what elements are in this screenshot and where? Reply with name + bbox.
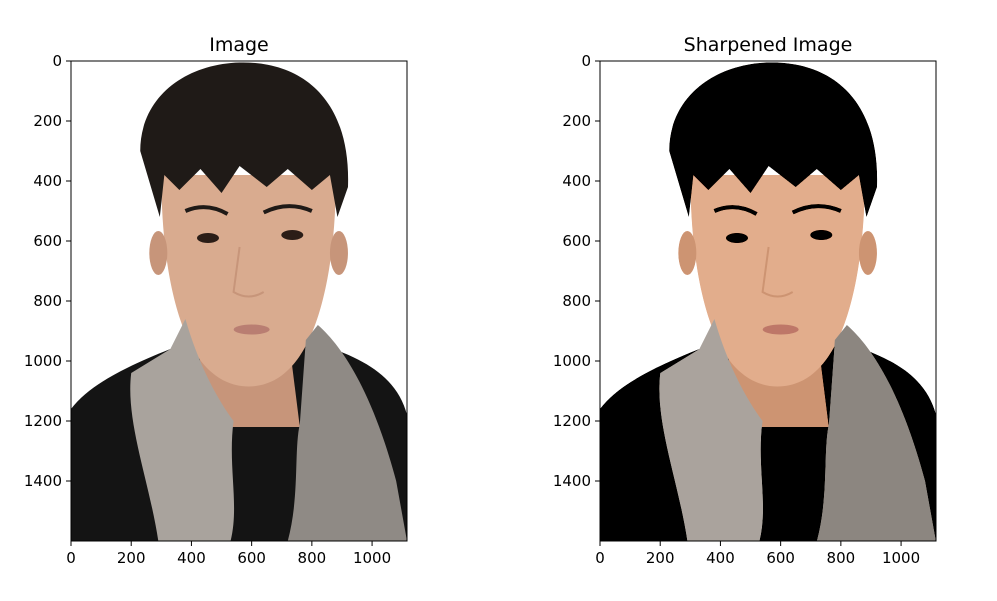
y-tick-label: 0 bbox=[581, 52, 591, 70]
y-tick-label: 800 bbox=[562, 292, 591, 310]
y-tick-label: 600 bbox=[33, 232, 62, 250]
y-tick-label: 1400 bbox=[24, 472, 62, 490]
x-tick-label: 1000 bbox=[882, 549, 920, 567]
y-tick-label: 200 bbox=[33, 112, 62, 130]
left-eye bbox=[196, 233, 219, 243]
x-tick-label: 0 bbox=[595, 549, 605, 567]
right-eye bbox=[810, 230, 833, 240]
right-ear bbox=[329, 231, 348, 275]
towel-left bbox=[130, 319, 235, 541]
portrait-image bbox=[71, 61, 407, 541]
towel-right bbox=[287, 325, 407, 541]
left-ear bbox=[149, 231, 168, 275]
panel-title: Image bbox=[209, 34, 269, 56]
y-tick-label: 400 bbox=[562, 172, 591, 190]
y-tick-label: 600 bbox=[562, 232, 591, 250]
panel-2: Sharpened Image 0 200 400 600 800 1000 0 200 400 6… bbox=[553, 34, 937, 567]
x-tick-label: 600 bbox=[237, 549, 266, 567]
y-tick-label: 1000 bbox=[24, 352, 62, 370]
right-eyebrow bbox=[262, 204, 313, 215]
x-tick-label: 0 bbox=[66, 549, 76, 567]
x-tick-label: 400 bbox=[706, 549, 735, 567]
sharpened-portrait-image bbox=[600, 61, 936, 541]
x-tick-label: 1000 bbox=[353, 549, 391, 567]
x-tick-label: 200 bbox=[646, 549, 675, 567]
right-eyebrow bbox=[791, 204, 842, 215]
y-tick-label: 1200 bbox=[24, 412, 62, 430]
face bbox=[690, 175, 865, 387]
y-tick-label: 400 bbox=[33, 172, 62, 190]
hair bbox=[669, 62, 878, 217]
y-tick-label: 1400 bbox=[553, 472, 591, 490]
right-ear bbox=[858, 231, 877, 275]
towel-left bbox=[659, 319, 764, 541]
hair bbox=[140, 62, 349, 217]
y-tick-label: 1000 bbox=[553, 352, 591, 370]
x-tick-label: 400 bbox=[177, 549, 206, 567]
left-ear bbox=[678, 231, 697, 275]
y-tick-label: 800 bbox=[33, 292, 62, 310]
towel-right bbox=[816, 325, 936, 541]
x-tick-label: 800 bbox=[827, 549, 856, 567]
nose bbox=[761, 246, 794, 298]
y-tick-label: 0 bbox=[52, 52, 62, 70]
y-tick-label: 200 bbox=[562, 112, 591, 130]
left-eyebrow bbox=[713, 205, 758, 216]
x-tick-label: 800 bbox=[298, 549, 327, 567]
right-eye bbox=[281, 230, 304, 240]
nose bbox=[232, 246, 265, 298]
left-eye bbox=[725, 233, 748, 243]
panel-title: Sharpened Image bbox=[684, 34, 853, 56]
lips bbox=[233, 324, 270, 335]
face bbox=[161, 175, 336, 387]
left-eyebrow bbox=[184, 205, 229, 216]
lips bbox=[762, 324, 799, 335]
x-tick-label: 200 bbox=[117, 549, 146, 567]
x-tick-label: 600 bbox=[766, 549, 795, 567]
y-tick-label: 1200 bbox=[553, 412, 591, 430]
panel-1: Image 0 200 400 600 800 1000 0 200 400 600 800 1000 1… bbox=[24, 34, 408, 567]
